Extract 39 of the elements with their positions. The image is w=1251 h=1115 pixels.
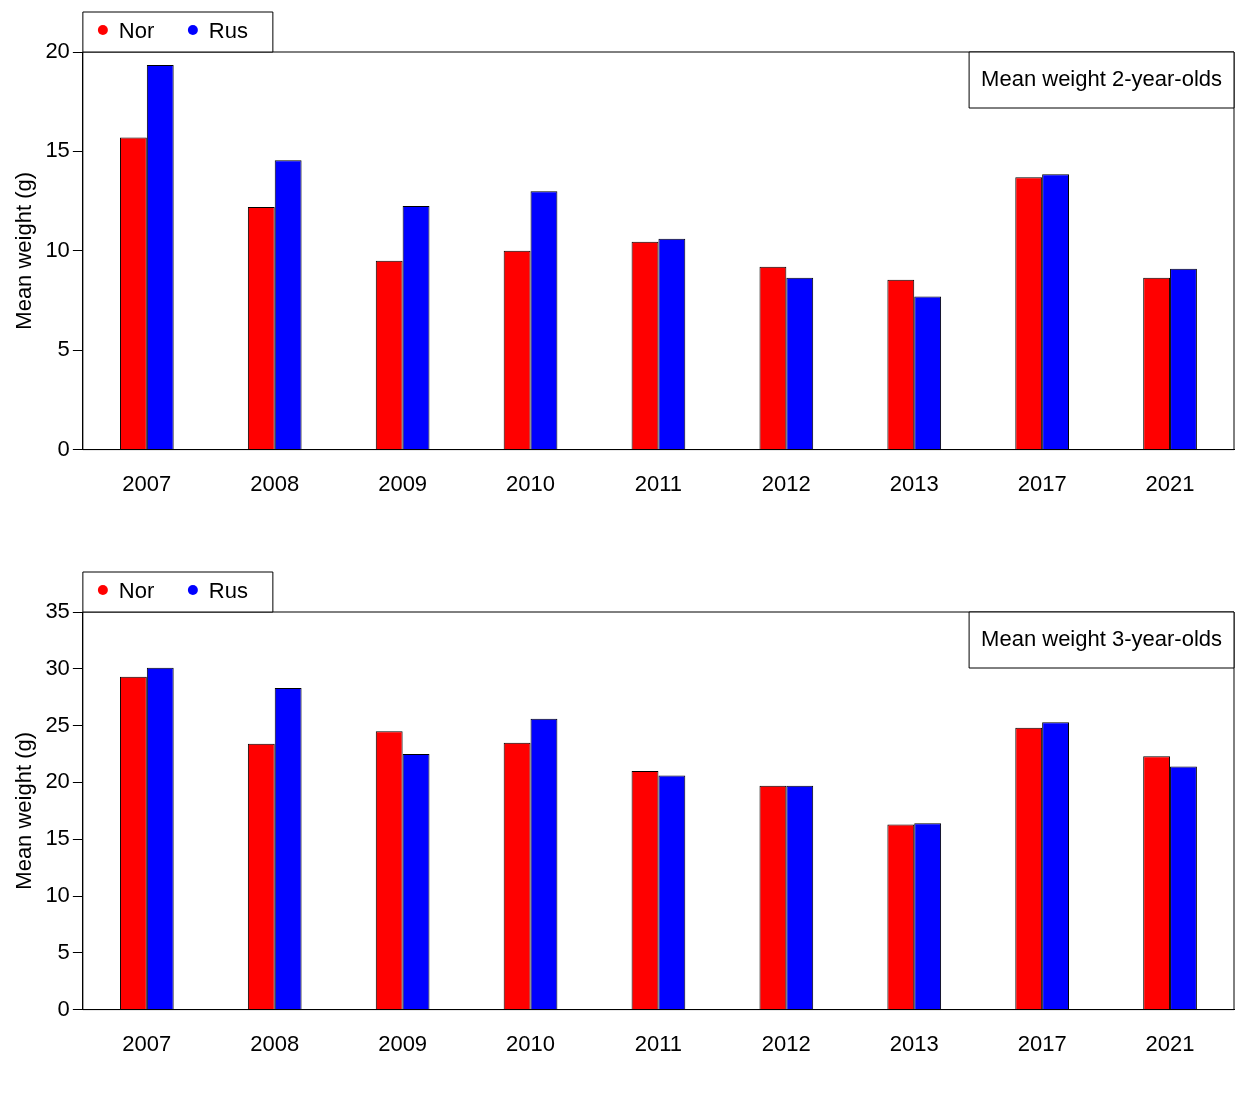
x-tick-label: 2008 (250, 1030, 300, 1056)
y-tick-label: 0 (57, 435, 70, 461)
y-axis-title: Mean weight (g) (11, 731, 37, 890)
y-tick-label: 0 (57, 995, 70, 1021)
legend-label: Nor (118, 578, 155, 604)
x-tick-label: 2011 (634, 470, 683, 496)
y-tick-label: 5 (57, 336, 70, 362)
y-tick-label: 20 (45, 38, 70, 64)
x-tick-label: 2010 (506, 470, 556, 496)
legend-label: Rus (208, 18, 248, 44)
x-tick-label: 2012 (761, 1030, 811, 1056)
x-tick-label: 2009 (378, 470, 428, 496)
annotation: Mean weight 3-year-olds (981, 626, 1223, 652)
x-tick-label: 2017 (1017, 1030, 1067, 1056)
y-tick-label: 5 (57, 938, 70, 964)
x-tick-label: 2010 (506, 1030, 556, 1056)
x-tick-label: 2013 (889, 470, 939, 496)
y-tick-label: 25 (45, 711, 70, 737)
x-tick-label: 2008 (250, 470, 300, 496)
y-tick-label: 10 (45, 236, 70, 262)
legend-label: Rus (208, 578, 248, 604)
y-tick-label: 15 (45, 825, 70, 851)
legend-label: Nor (118, 18, 155, 44)
x-tick-label: 2021 (1145, 1030, 1195, 1056)
x-tick-label: 2007 (122, 470, 172, 496)
x-tick-label: 2007 (122, 1030, 172, 1056)
annotation: Mean weight 2-year-olds (981, 66, 1223, 92)
x-tick-label: 2012 (761, 470, 811, 496)
y-axis-title: Mean weight (g) (11, 171, 37, 330)
x-tick-label: 2009 (378, 1030, 428, 1056)
x-tick-label: 2013 (889, 1030, 939, 1056)
y-tick-label: 30 (45, 654, 70, 680)
y-tick-label: 35 (45, 598, 70, 624)
y-tick-label: 10 (45, 882, 70, 908)
y-tick-label: 15 (45, 137, 70, 163)
x-tick-label: 2021 (1145, 470, 1195, 496)
x-tick-label: 2017 (1017, 470, 1067, 496)
y-tick-label: 20 (45, 768, 70, 794)
x-tick-label: 2011 (634, 1030, 683, 1056)
